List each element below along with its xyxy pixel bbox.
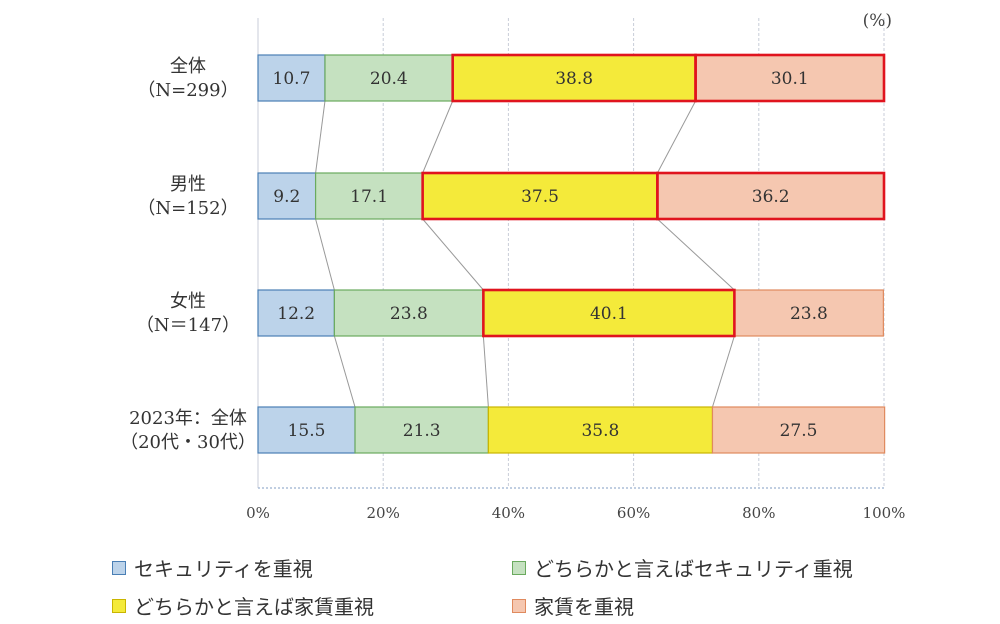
bar-segment — [711, 406, 886, 454]
x-tick-label: 0% — [246, 504, 270, 522]
legend-swatch-somewhat-rent — [112, 598, 126, 613]
connector-line — [333, 335, 356, 408]
legend-swatch-somewhat-security — [512, 560, 526, 575]
connector-line — [657, 218, 735, 291]
x-tick-label: 40% — [492, 504, 525, 522]
bar-segment — [354, 406, 489, 454]
x-tick-label: 80% — [742, 504, 775, 522]
data-label: 38.8 — [555, 69, 593, 89]
data-label: 36.2 — [752, 187, 790, 207]
data-label: 40.1 — [590, 304, 628, 324]
bar-segment — [324, 54, 454, 102]
x-tick-label: 100% — [863, 504, 906, 522]
highlight-outline — [694, 53, 886, 103]
highlight-outline — [482, 288, 736, 338]
bar-segment — [257, 172, 317, 220]
connector-line — [482, 335, 489, 408]
category-label-line1: 2023年：全体 — [129, 408, 247, 429]
bar-segment — [333, 289, 484, 337]
legend-item-somewhat-security: どちらかと言えばセキュリティ重視 — [512, 553, 853, 582]
legend-label-rent: 家賃を重視 — [534, 595, 634, 619]
data-label: 17.1 — [350, 187, 388, 207]
category-label-line1: 男性 — [170, 174, 206, 195]
data-label: 15.5 — [288, 421, 326, 441]
legend-swatch-security — [112, 560, 126, 575]
category-label-line1: 全体 — [170, 56, 206, 77]
legend-label-somewhat-security: どちらかと言えばセキュリティ重視 — [534, 557, 853, 581]
connector-line — [315, 100, 326, 174]
bar-segment — [257, 289, 335, 337]
legend-item-somewhat-rent: どちらかと言えば家賃重視 — [112, 591, 374, 620]
legend-swatch-rent — [512, 598, 526, 613]
data-label: 37.5 — [521, 187, 559, 207]
stacked-bar-chart: 0% 20% 40% 60% 80% 100% (%) 10.7 20.4 38.8 30.1 全体 （… — [120, 11, 906, 522]
connector-line — [422, 218, 484, 291]
data-label: 20.4 — [370, 69, 408, 89]
category-label-line1: 女性 — [170, 291, 206, 312]
highlight-outline — [656, 171, 886, 221]
data-label: 21.3 — [403, 421, 441, 441]
data-label: 12.2 — [277, 304, 315, 324]
bar-segment — [257, 406, 356, 454]
data-label: 35.8 — [581, 421, 619, 441]
x-tick-label: 60% — [617, 504, 650, 522]
category-label-line2: （20代・30代） — [120, 432, 256, 453]
connector-line — [656, 100, 697, 174]
data-label: 10.7 — [273, 69, 311, 89]
data-label: 23.8 — [390, 304, 428, 324]
bar-segment — [257, 54, 326, 102]
connector-line — [422, 100, 454, 174]
data-label: 30.1 — [771, 69, 809, 89]
connector-line — [315, 218, 335, 291]
unit-label: (%) — [863, 11, 892, 31]
data-label: 23.8 — [790, 304, 828, 324]
category-label-line2: （N=152） — [137, 198, 238, 219]
category-label-line2: （N＝147） — [136, 315, 240, 336]
legend-label-security: セキュリティを重視 — [134, 557, 313, 581]
connector-line — [711, 335, 735, 408]
data-label: 27.5 — [780, 421, 818, 441]
x-tick-label: 20% — [367, 504, 400, 522]
bar-segment — [487, 406, 714, 454]
data-label: 9.2 — [273, 187, 300, 207]
legend-label-somewhat-rent: どちらかと言えば家賃重視 — [134, 595, 374, 619]
bar-segment — [482, 289, 735, 337]
category-label-line2: （N=299） — [137, 80, 238, 101]
legend-item-rent: 家賃を重視 — [512, 591, 634, 620]
legend-item-security: セキュリティを重視 — [112, 553, 313, 582]
